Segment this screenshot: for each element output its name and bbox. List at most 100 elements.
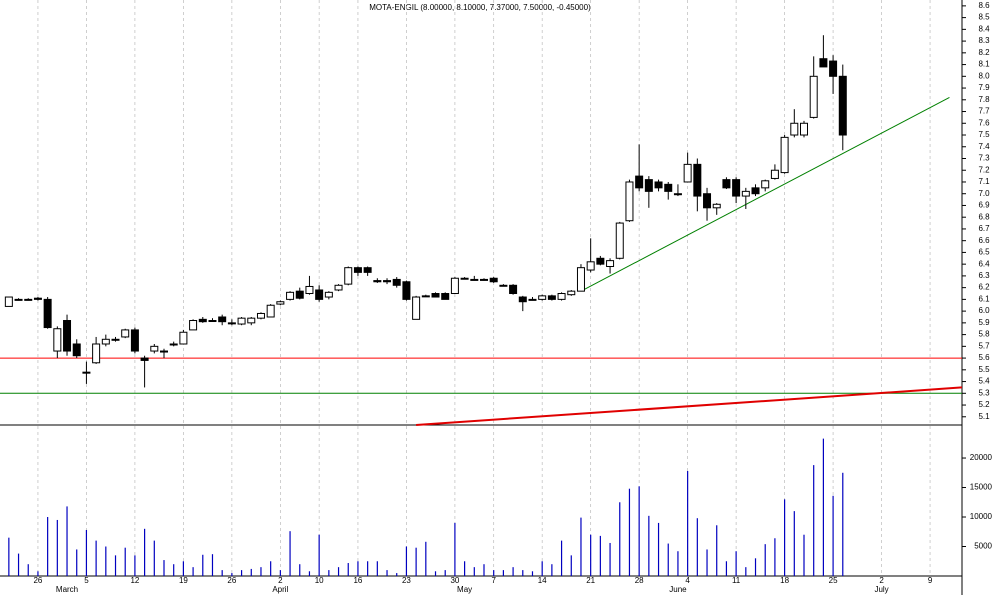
- x-tick-label: 18: [780, 576, 789, 585]
- candle-body: [489, 277, 498, 283]
- candle-body: [189, 320, 198, 331]
- x-tick-label: 19: [179, 576, 188, 585]
- y-tick-label: 7.3: [978, 154, 990, 163]
- candle-body: [111, 338, 120, 341]
- candle-body: [130, 329, 139, 352]
- candle-body: [179, 331, 188, 345]
- candle-body: [4, 296, 13, 307]
- y-tick-label: 6.0: [978, 306, 990, 315]
- y-tick-label: 5.9: [978, 318, 990, 327]
- y-tick-label: 6.6: [978, 236, 990, 245]
- volume-tick-label: 10000: [970, 512, 993, 521]
- y-tick-label: 7.7: [978, 107, 990, 116]
- candle-body: [664, 183, 673, 192]
- candle-body: [247, 317, 256, 324]
- x-tick-label: 25: [829, 576, 838, 585]
- y-tick-label: 6.8: [978, 212, 990, 221]
- trendline: [416, 386, 963, 426]
- month-label: April: [272, 585, 288, 594]
- month-label: March: [56, 585, 78, 594]
- candle-body: [576, 267, 585, 292]
- y-tick-label: 6.9: [978, 201, 990, 210]
- candle-body: [14, 298, 23, 301]
- y-tick-label: 5.8: [978, 330, 990, 339]
- y-tick-label: 8.6: [978, 1, 990, 10]
- candle-body: [208, 320, 217, 323]
- candle-body: [732, 179, 741, 197]
- candle-body: [363, 267, 372, 273]
- x-tick-label: 9: [928, 576, 933, 585]
- candle-body: [567, 290, 576, 296]
- candle-body: [528, 298, 537, 301]
- candle-body: [43, 298, 52, 329]
- candle-body: [92, 343, 101, 364]
- candle-body: [673, 193, 682, 196]
- x-tick-label: 10: [315, 576, 324, 585]
- x-tick-label: 28: [635, 576, 644, 585]
- y-tick-label: 6.2: [978, 283, 990, 292]
- y-tick-label: 6.4: [978, 259, 990, 268]
- y-tick-label: 8.5: [978, 13, 990, 22]
- x-tick-label: 30: [450, 576, 459, 585]
- candle-body: [441, 293, 450, 300]
- candle-body: [625, 181, 634, 222]
- candle-body: [295, 290, 304, 299]
- candle-body: [373, 280, 382, 283]
- candle-body: [33, 297, 42, 300]
- candle-body: [819, 58, 828, 68]
- candle-body: [460, 277, 469, 280]
- candle-body: [276, 301, 285, 305]
- candle-body: [751, 187, 760, 195]
- candle-body: [402, 281, 411, 300]
- y-tick-label: 7.0: [978, 189, 990, 198]
- candle-body: [450, 277, 459, 295]
- y-tick-label: 7.4: [978, 142, 990, 151]
- candle-body: [586, 261, 595, 271]
- candle-body: [53, 328, 62, 352]
- candle-body: [615, 222, 624, 259]
- y-tick-label: 5.4: [978, 377, 990, 386]
- candle-body: [353, 267, 362, 273]
- x-tick-label: 2: [278, 576, 283, 585]
- candle-body: [24, 298, 33, 301]
- candle-body: [383, 280, 392, 283]
- x-tick-label: 5: [84, 576, 89, 585]
- candle-body: [693, 163, 702, 197]
- candle-body: [412, 296, 421, 320]
- candle-body: [101, 338, 110, 345]
- candle-body: [518, 296, 527, 303]
- candle-body: [538, 295, 547, 300]
- x-tick-label: 21: [586, 576, 595, 585]
- candle-body: [266, 304, 275, 318]
- candle-body: [703, 193, 712, 209]
- candle-body: [780, 136, 789, 174]
- candle-body: [790, 122, 799, 136]
- candle-body: [547, 295, 556, 300]
- x-tick-label: 12: [130, 576, 139, 585]
- y-tick-label: 6.3: [978, 271, 990, 280]
- candle-body: [315, 289, 324, 300]
- y-tick-label: 7.8: [978, 95, 990, 104]
- y-tick-label: 5.3: [978, 388, 990, 397]
- x-tick-label: 26: [33, 576, 42, 585]
- candle-body: [324, 291, 333, 298]
- trendline: [580, 97, 950, 292]
- candle-body: [227, 322, 236, 325]
- y-tick-label: 7.6: [978, 118, 990, 127]
- candle-body: [237, 317, 246, 325]
- y-tick-label: 8.4: [978, 24, 990, 33]
- candle-body: [635, 175, 644, 189]
- candle-body: [169, 343, 178, 346]
- y-tick-label: 7.5: [978, 130, 990, 139]
- y-tick-label: 5.5: [978, 365, 990, 374]
- candle-body: [654, 181, 663, 189]
- y-tick-label: 7.9: [978, 83, 990, 92]
- y-tick-label: 5.7: [978, 341, 990, 350]
- candle-body: [431, 293, 440, 298]
- y-tick-label: 6.7: [978, 224, 990, 233]
- month-label: July: [874, 585, 888, 594]
- candle-body: [470, 278, 479, 281]
- x-tick-label: 14: [538, 576, 547, 585]
